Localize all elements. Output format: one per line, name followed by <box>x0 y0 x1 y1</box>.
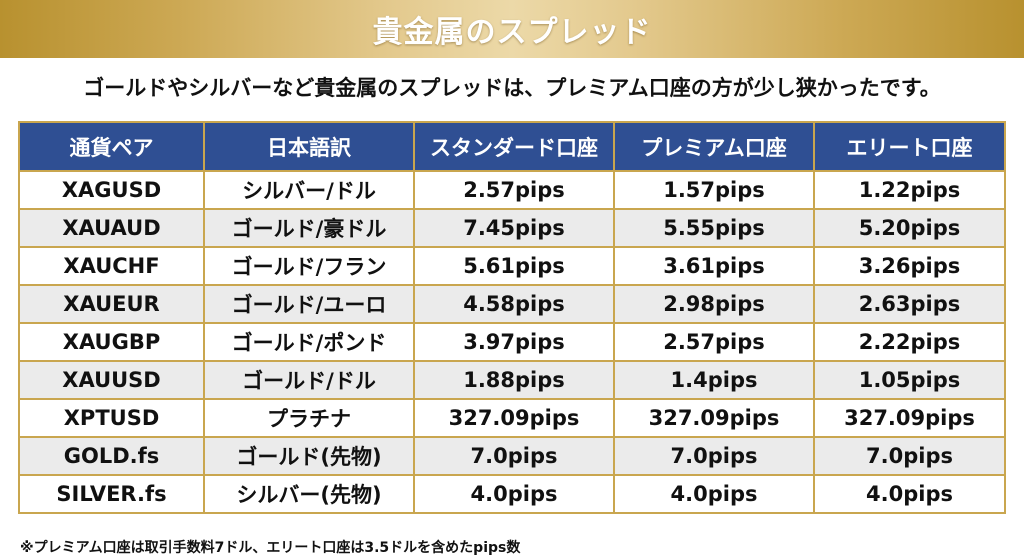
cell-premium: 5.55pips <box>613 208 815 248</box>
cell-standard: 3.97pips <box>413 322 615 362</box>
table-row: XAUAUD ゴールド/豪ドル 7.45pips 5.55pips 5.20pi… <box>18 208 1006 248</box>
table-row: XAUGBP ゴールド/ポンド 3.97pips 2.57pips 2.22pi… <box>18 322 1006 362</box>
table-row: XPTUSD プラチナ 327.09pips 327.09pips 327.09… <box>18 398 1006 438</box>
cell-elite: 4.0pips <box>813 474 1006 514</box>
header-currency-pair: 通貨ペア <box>18 121 205 172</box>
cell-pair: SILVER.fs <box>18 474 205 514</box>
header-standard-account: スタンダード口座 <box>413 121 615 172</box>
cell-premium: 4.0pips <box>613 474 815 514</box>
cell-premium: 7.0pips <box>613 436 815 476</box>
header-japanese-name: 日本語訳 <box>203 121 415 172</box>
spread-table: 通貨ペア 日本語訳 スタンダード口座 プレミアム口座 エリート口座 XAGUSD… <box>18 121 1006 514</box>
cell-elite: 3.26pips <box>813 246 1006 286</box>
cell-standard: 1.88pips <box>413 360 615 400</box>
cell-standard: 4.58pips <box>413 284 615 324</box>
cell-pair: XAGUSD <box>18 170 205 210</box>
cell-premium: 1.57pips <box>613 170 815 210</box>
cell-premium: 3.61pips <box>613 246 815 286</box>
cell-premium: 1.4pips <box>613 360 815 400</box>
subtitle-text: ゴールドやシルバーなど貴金属のスプレッドは、プレミアム口座の方が少し狭かったです… <box>83 76 941 100</box>
cell-elite: 2.63pips <box>813 284 1006 324</box>
cell-standard: 7.0pips <box>413 436 615 476</box>
cell-elite: 1.22pips <box>813 170 1006 210</box>
cell-pair: XAUCHF <box>18 246 205 286</box>
cell-elite: 7.0pips <box>813 436 1006 476</box>
cell-name: シルバー/ドル <box>203 170 415 210</box>
cell-pair: XPTUSD <box>18 398 205 438</box>
cell-pair: XAUGBP <box>18 322 205 362</box>
cell-name: ゴールド/豪ドル <box>203 208 415 248</box>
cell-name: ゴールド/フラン <box>203 246 415 286</box>
cell-elite: 5.20pips <box>813 208 1006 248</box>
cell-pair: XAUEUR <box>18 284 205 324</box>
cell-name: ゴールド/ユーロ <box>203 284 415 324</box>
cell-premium: 2.57pips <box>613 322 815 362</box>
table-row: SILVER.fs シルバー(先物) 4.0pips 4.0pips 4.0pi… <box>18 474 1006 514</box>
table-row: XAUCHF ゴールド/フラン 5.61pips 3.61pips 3.26pi… <box>18 246 1006 286</box>
cell-standard: 5.61pips <box>413 246 615 286</box>
table-row: XAUEUR ゴールド/ユーロ 4.58pips 2.98pips 2.63pi… <box>18 284 1006 324</box>
cell-standard: 2.57pips <box>413 170 615 210</box>
cell-name: ゴールド/ドル <box>203 360 415 400</box>
title-banner: 貴金属のスプレッド <box>0 0 1024 58</box>
cell-standard: 327.09pips <box>413 398 615 438</box>
spread-table-container: 通貨ペア 日本語訳 スタンダード口座 プレミアム口座 エリート口座 XAGUSD… <box>18 121 1006 514</box>
header-elite-account: エリート口座 <box>813 121 1006 172</box>
table-row: XAGUSD シルバー/ドル 2.57pips 1.57pips 1.22pip… <box>18 170 1006 210</box>
cell-premium: 2.98pips <box>613 284 815 324</box>
footnote-text: ※プレミアム口座は取引手数料7ドル、エリート口座は3.5ドルを含めたpips数 <box>20 540 521 556</box>
cell-premium: 327.09pips <box>613 398 815 438</box>
cell-pair: XAUUSD <box>18 360 205 400</box>
cell-name: ゴールド/ポンド <box>203 322 415 362</box>
cell-pair: XAUAUD <box>18 208 205 248</box>
cell-name: ゴールド(先物) <box>203 436 415 476</box>
table-row: GOLD.fs ゴールド(先物) 7.0pips 7.0pips 7.0pips <box>18 436 1006 476</box>
cell-standard: 4.0pips <box>413 474 615 514</box>
table-header-row: 通貨ペア 日本語訳 スタンダード口座 プレミアム口座 エリート口座 <box>18 121 1006 172</box>
cell-name: プラチナ <box>203 398 415 438</box>
cell-name: シルバー(先物) <box>203 474 415 514</box>
cell-elite: 327.09pips <box>813 398 1006 438</box>
cell-elite: 1.05pips <box>813 360 1006 400</box>
page-title: 貴金属のスプレッド <box>372 15 652 50</box>
cell-pair: GOLD.fs <box>18 436 205 476</box>
header-premium-account: プレミアム口座 <box>613 121 815 172</box>
cell-standard: 7.45pips <box>413 208 615 248</box>
cell-elite: 2.22pips <box>813 322 1006 362</box>
table-row: XAUUSD ゴールド/ドル 1.88pips 1.4pips 1.05pips <box>18 360 1006 400</box>
